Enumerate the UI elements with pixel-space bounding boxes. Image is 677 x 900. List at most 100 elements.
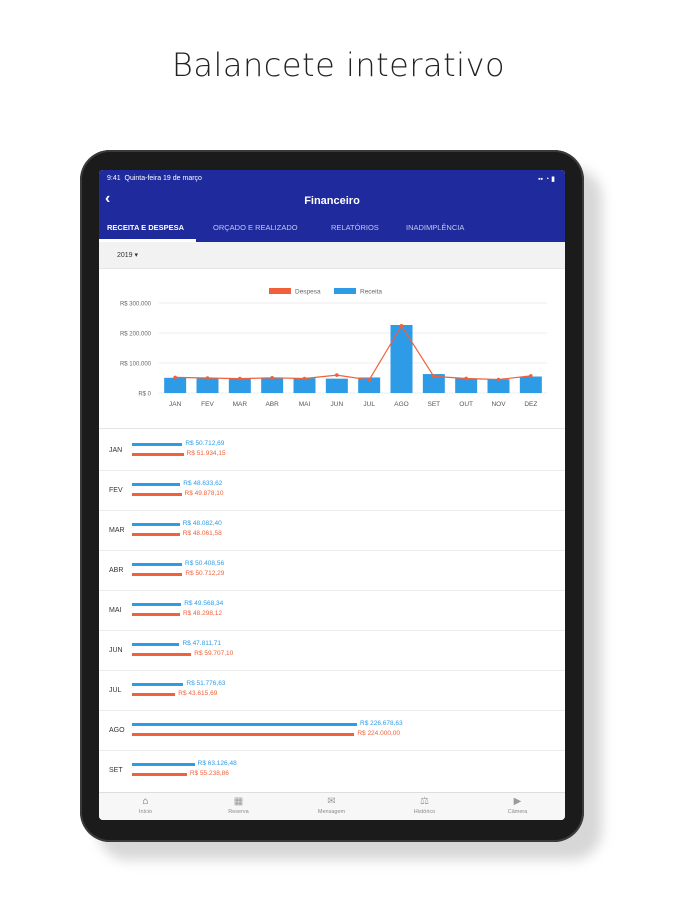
point-despesa [529, 374, 533, 378]
back-icon[interactable]: ‹ [105, 190, 111, 207]
nav-historico[interactable]: ⚖ Histórico [378, 795, 471, 815]
nav-mensagem[interactable]: ✉ Mensagem [285, 795, 378, 815]
despesa-bar [132, 733, 355, 736]
list-item[interactable]: ABR R$ 50.408,56 R$ 50.712,29 [99, 550, 565, 591]
month-label: JAN [109, 447, 123, 454]
despesa-bar [132, 493, 182, 496]
monthly-list: JAN R$ 50.712,69 R$ 51.934,15 FEV R$ 48.633,… [99, 430, 565, 790]
receita-bar [132, 523, 180, 526]
list-item[interactable]: JAN R$ 50.712,69 R$ 51.934,15 [99, 430, 565, 471]
home-icon: ⌂ [142, 796, 149, 807]
point-despesa [173, 375, 177, 380]
bar-receita [325, 378, 348, 393]
point-despesa [496, 377, 501, 382]
nav-label: Mensagem [317, 809, 346, 815]
nav-label: Histórico [413, 809, 436, 815]
receita-bar [132, 723, 357, 726]
app-header: 9:41 Quinta-feira 19 de março ▪▪ ◔ ▮ ‹ F… [99, 170, 565, 242]
status-bar: 9:41 Quinta-feira 19 de março [107, 175, 202, 182]
month-label: MAR [109, 527, 125, 534]
point-despesa [238, 376, 242, 381]
revenue-expense-chart: R$ 300.000 R$ 200.000 R$ 100.000 R$ 0 Despes… [120, 288, 547, 408]
x-tick-label: JAN [169, 401, 182, 408]
receita-value: R$ 48.633,62 [183, 480, 223, 487]
nav-inicio[interactable]: ⌂ Início [99, 795, 192, 815]
list-item[interactable]: MAR R$ 48.082,40 R$ 48.061,58 [99, 510, 565, 551]
legend-swatch [269, 288, 291, 294]
receita-bar [132, 603, 182, 606]
month-label: FEV [109, 487, 123, 494]
signal-wifi-battery-icon: ▪▪ ◔ ▮ [538, 176, 555, 183]
despesa-value: R$ 43.615,69 [178, 690, 218, 697]
nav-reserva[interactable]: ▦ Reserva [192, 795, 285, 815]
despesa-value: R$ 50.712,29 [185, 570, 225, 577]
bottom-navigation: ⌂ Início ▦ Reserva ✉ Mensagem ⚖ Históric… [99, 792, 565, 820]
tab-orcado-realizado[interactable]: ORÇADO E REALIZADO [213, 223, 298, 232]
camera-icon: ▶ [513, 796, 522, 807]
status-time: 9:41 [107, 175, 121, 182]
x-tick-label: JUL [363, 401, 375, 408]
y-tick-label: R$ 0 [138, 392, 151, 398]
calendar-icon: ▦ [233, 796, 244, 807]
x-tick-label: SET [428, 401, 441, 408]
y-tick-label: R$ 100.000 [120, 362, 152, 368]
receita-bar [132, 483, 181, 486]
bar-receita [358, 377, 381, 393]
nav-label: Início [138, 809, 153, 815]
bar-receita [455, 378, 478, 393]
list-item[interactable]: JUL R$ 51.776,63 R$ 43.615,69 [99, 670, 565, 711]
receita-value: R$ 48.082,40 [182, 520, 222, 527]
despesa-bar [132, 773, 187, 776]
receita-bar [132, 563, 183, 566]
tablet-frame: 9:41 Quinta-feira 19 de março ▪▪ ◔ ▮ ‹ F… [80, 150, 584, 842]
bar-receita [519, 376, 542, 393]
x-tick-label: FEV [201, 401, 214, 408]
status-date: Quinta-feira 19 de março [124, 175, 202, 182]
year-select[interactable]: 2019 ▾ [117, 252, 139, 259]
list-item[interactable]: MAI R$ 49.568,34 R$ 48.298,12 [99, 590, 565, 631]
receita-bar [132, 683, 184, 686]
list-item[interactable]: JUN R$ 47.811,71 R$ 59.707,10 [99, 630, 565, 671]
list-item[interactable]: FEV R$ 48.633,62 R$ 49.878,10 [99, 470, 565, 511]
nav-camera[interactable]: ▶ Câmera [471, 795, 564, 815]
month-label: AGO [109, 727, 125, 734]
point-despesa [399, 324, 404, 328]
x-tick-label: AGO [394, 401, 408, 408]
despesa-bar [132, 533, 180, 536]
receita-value: R$ 50.712,69 [185, 440, 225, 447]
bar-receita [293, 378, 316, 393]
x-tick-label: ABR [265, 401, 279, 408]
nav-label: Câmera [507, 809, 528, 815]
history-icon: ⚖ [420, 796, 429, 807]
bar-receita [422, 374, 445, 393]
y-tick-label: R$ 200.000 [120, 332, 152, 338]
tab-receita-despesa[interactable]: RECEITA E DESPESA [107, 223, 185, 232]
point-despesa [335, 373, 339, 377]
list-item[interactable]: AGO R$ 226.678,63 R$ 224.000,00 [99, 710, 565, 751]
month-label: JUL [109, 687, 122, 694]
x-tick-label: NOV [491, 401, 506, 408]
bar-receita [390, 324, 413, 393]
receita-bar [132, 763, 195, 766]
receita-bar [132, 643, 180, 646]
divider [99, 428, 565, 429]
receita-value: R$ 226.678,63 [360, 720, 403, 727]
month-label: MAI [109, 607, 122, 614]
x-tick-label: MAR [233, 401, 248, 408]
tab-relatorios[interactable]: RELATÓRIOS [331, 223, 379, 232]
list-item[interactable]: SET R$ 63.126,48 R$ 55.238,86 [99, 750, 565, 790]
month-label: SET [109, 767, 123, 774]
point-despesa [270, 375, 274, 380]
despesa-value: R$ 48.061,58 [182, 530, 222, 537]
bar-receita [487, 379, 510, 393]
tab-inadimplencia[interactable]: INADIMPLÊNCIA [406, 223, 465, 232]
receita-value: R$ 49.568,34 [184, 600, 224, 607]
legend-label: Receita [360, 289, 382, 296]
receita-value: R$ 50.408,56 [185, 560, 225, 567]
page-title: Financeiro [304, 195, 360, 207]
despesa-value: R$ 51.934,15 [186, 450, 226, 457]
year-filter-bar: 2019 ▾ [99, 242, 565, 269]
legend-label: Despesa [295, 289, 321, 296]
x-tick-label: OUT [459, 401, 473, 408]
receita-value: R$ 63.126,48 [197, 760, 237, 767]
